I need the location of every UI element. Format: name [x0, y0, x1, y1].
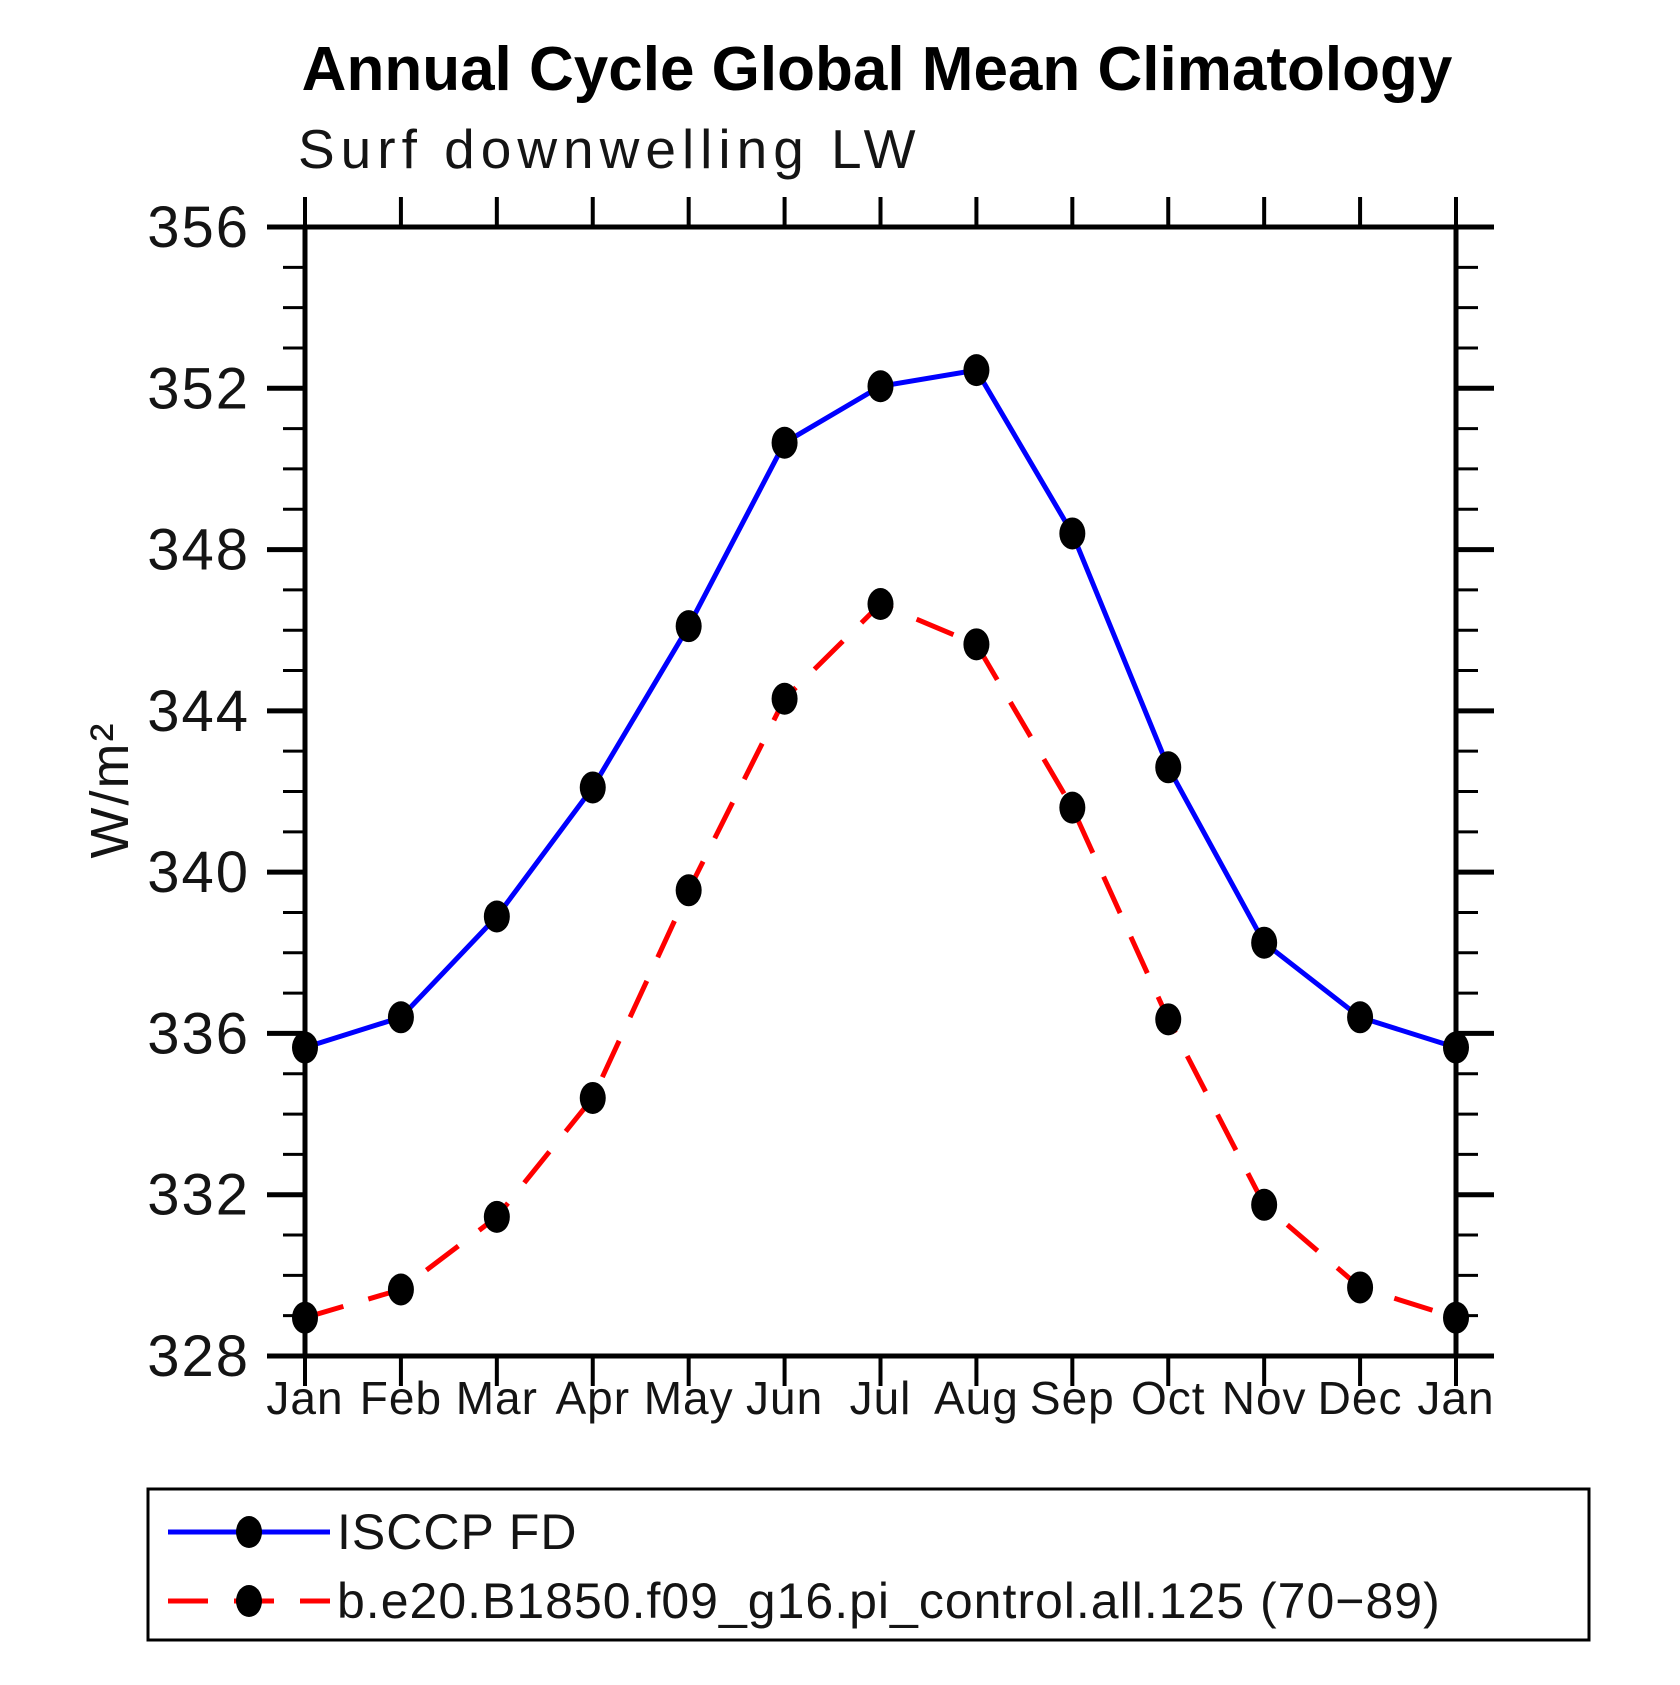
y-tick-label: 336 [147, 1001, 250, 1066]
data-point [579, 1081, 606, 1114]
data-point [963, 628, 990, 661]
legend: ISCCP FD b.e20.B1850.f09_g16.pi_control.… [146, 1487, 1591, 1642]
data-point [292, 1301, 318, 1334]
data-point [771, 426, 798, 459]
y-axis-title: W/m² [80, 722, 140, 859]
data-point [1443, 1301, 1469, 1334]
data-point [963, 354, 990, 387]
page-title: Annual Cycle Global Mean Climatology [302, 35, 1453, 104]
data-point [1059, 517, 1086, 550]
x-tick-label: Jun [746, 1372, 823, 1424]
legend-label-model: b.e20.B1850.f09_g16.pi_control.all.125 (… [337, 1573, 1441, 1629]
x-tick-label: Jan [266, 1372, 343, 1424]
data-point [579, 771, 606, 804]
data-point [1251, 1188, 1278, 1221]
chart-subtitle: Surf downwelling LW [298, 118, 921, 180]
data-point [1347, 1271, 1374, 1304]
x-tick-label: Feb [360, 1372, 442, 1424]
data-point [387, 1001, 414, 1034]
y-tick-label: 332 [147, 1163, 250, 1228]
y-tick-label: 328 [147, 1324, 250, 1389]
y-tick-label: 340 [147, 840, 250, 905]
data-point [867, 588, 894, 621]
data-point [387, 1273, 414, 1306]
data-point [867, 370, 894, 403]
x-tick-label: Aug [934, 1372, 1019, 1424]
data-point [483, 900, 510, 933]
legend-marker-dot [236, 1585, 262, 1617]
data-point [292, 1031, 318, 1064]
data-point [675, 874, 702, 907]
series-line-1 [304, 601, 1457, 1321]
legend-entry-model: b.e20.B1850.f09_g16.pi_control.all.125 (… [168, 1573, 1441, 1629]
data-point [1059, 791, 1086, 824]
data-point [483, 1200, 510, 1233]
legend-entry-isccp: ISCCP FD [168, 1504, 577, 1560]
data-point [771, 682, 798, 715]
y-tick-label: 352 [147, 356, 250, 421]
legend-label-isccp: ISCCP FD [337, 1504, 577, 1560]
data-point [1347, 1001, 1374, 1034]
x-tick-label: Jul [850, 1372, 912, 1424]
series-line-0 [304, 367, 1457, 1050]
x-tick-label: Jan [1417, 1372, 1494, 1424]
y-tick-label: 348 [147, 518, 250, 583]
data-point [1155, 751, 1182, 784]
x-tick-label: Sep [1030, 1372, 1115, 1424]
x-tick-label: May [644, 1372, 734, 1424]
x-tick-label: Dec [1318, 1372, 1403, 1424]
x-tick-label: Apr [555, 1372, 630, 1424]
data-point [1443, 1031, 1469, 1064]
legend-box [146, 1487, 1591, 1642]
legend-marker-dot [236, 1516, 262, 1548]
y-tick-label: 344 [147, 679, 250, 744]
data-point [675, 610, 702, 643]
x-tick-label: Nov [1222, 1372, 1307, 1424]
data-point [1155, 1003, 1182, 1036]
x-tick-label: Oct [1131, 1372, 1206, 1424]
data-point [1251, 926, 1278, 959]
y-tick-label: 356 [147, 195, 250, 260]
x-tick-label: Mar [456, 1372, 538, 1424]
